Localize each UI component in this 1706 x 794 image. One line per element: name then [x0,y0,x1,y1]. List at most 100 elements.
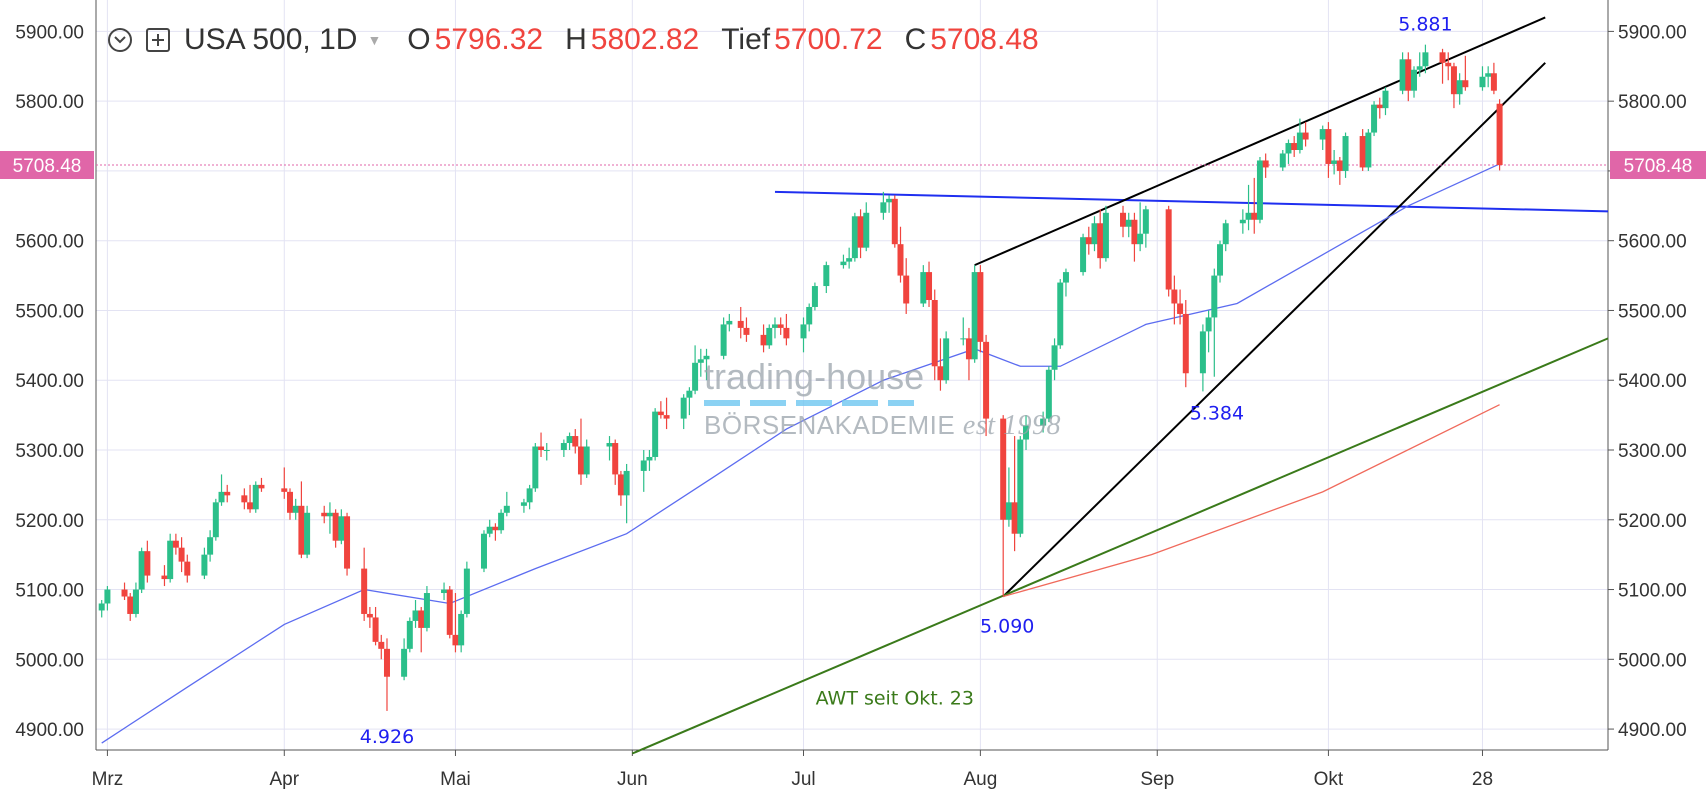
x-tick-label: Aug [963,769,997,790]
candle-body [207,537,214,555]
moving-average-long [1003,404,1500,598]
candle-body [891,198,898,245]
candle-body [338,516,345,541]
candle-body [503,505,510,513]
candle-body [737,320,744,328]
candle-body [1040,418,1047,426]
candle-body [1416,66,1423,70]
candle-body [298,505,305,555]
candle-body [606,443,613,447]
y-tick-label-left: 5600.00 [15,232,84,253]
open-value: 5796.32 [434,23,544,56]
candle-body [1422,52,1429,67]
x-tick-label: Okt [1314,769,1344,790]
candle-body [897,244,904,276]
candle-body [1097,223,1104,259]
y-tick-label-right: 5400.00 [1618,371,1687,392]
compare-plus-icon[interactable] [146,28,170,52]
y-tick-label-left: 4900.00 [15,720,84,741]
x-tick-label: Jun [617,769,648,790]
candle-body [1256,160,1263,220]
candle-body [378,641,385,649]
collapse-icon[interactable] [108,28,132,52]
candle-body [646,456,653,461]
candle-body [1120,212,1127,227]
candle-body [1331,160,1338,164]
symbol-dropdown-icon[interactable]: ▼ [367,32,382,48]
candle-body [760,334,767,346]
price-tag-left [0,151,94,180]
trendline-wedge_upper [974,16,1546,267]
candle-body [167,540,174,580]
candle-body [178,547,185,562]
candle-body [1336,160,1343,171]
candle-body [361,568,368,614]
awt-trend-label: AWT seit Okt. 23 [816,688,974,710]
candle-body [1359,136,1366,168]
candle-body [577,446,584,475]
candle-body [1011,502,1018,534]
high-value: 5802.82 [590,23,700,56]
candle-body [258,484,265,489]
candle-body [766,327,773,346]
candle-body [498,512,505,531]
symbol-header: USA 500, 1D ▼ O 5796.32 H 5802.82 Tief 5… [108,18,1061,62]
candle-body [201,554,208,576]
candle-body [418,610,425,628]
candle-body [1262,160,1269,168]
price-tag-right [1610,151,1706,180]
candle-body [104,589,111,604]
candle-body [880,202,887,213]
candle-body [286,491,293,513]
candle-body [1479,76,1486,88]
candle-body [977,272,984,342]
candle-body [703,355,710,360]
candle-body [292,505,299,513]
candle-body [1376,104,1383,109]
candle-body [132,589,139,614]
x-tick-label: Apr [269,769,299,790]
y-tick-label-right: 4900.00 [1618,720,1687,741]
candle-body [412,610,419,621]
candle-body [572,436,579,447]
candle-body [823,265,830,287]
candle-body [1205,317,1212,332]
candle-body [886,198,893,203]
candle-body [458,613,465,646]
candle-body [1222,223,1229,245]
candle-body [1211,275,1218,318]
close-value: 5708.48 [930,23,1039,56]
candle-body [692,362,699,391]
candle-body [1000,418,1007,520]
candle-body [1102,212,1109,259]
candle-body [138,551,145,590]
candle-body [851,216,858,259]
candle-body [720,324,727,356]
candles [98,44,1503,711]
open-label: O [407,23,431,56]
candle-body [321,512,328,517]
candle-body [1399,59,1406,91]
candle-body [1342,136,1349,171]
candle-body [846,258,853,262]
candle-body [617,474,624,496]
candle-body [1239,219,1246,224]
symbol-name[interactable]: USA 500, 1D [184,23,358,56]
candle-body [526,488,533,503]
trendline-wedge_lower [1002,62,1546,598]
candle-body [686,390,693,398]
y-tick-label-right: 5100.00 [1618,581,1687,602]
candle-body [640,460,647,471]
y-tick-label-right: 5900.00 [1618,22,1687,43]
candle-body [452,634,459,646]
candle-body [811,286,818,307]
candle-body [1017,439,1024,534]
trendline-resistance [774,190,1609,213]
candle-body [743,327,750,335]
candle-body [652,411,659,457]
candle-body [1291,143,1298,150]
candle-body [983,341,990,419]
candle-body [1450,66,1457,95]
